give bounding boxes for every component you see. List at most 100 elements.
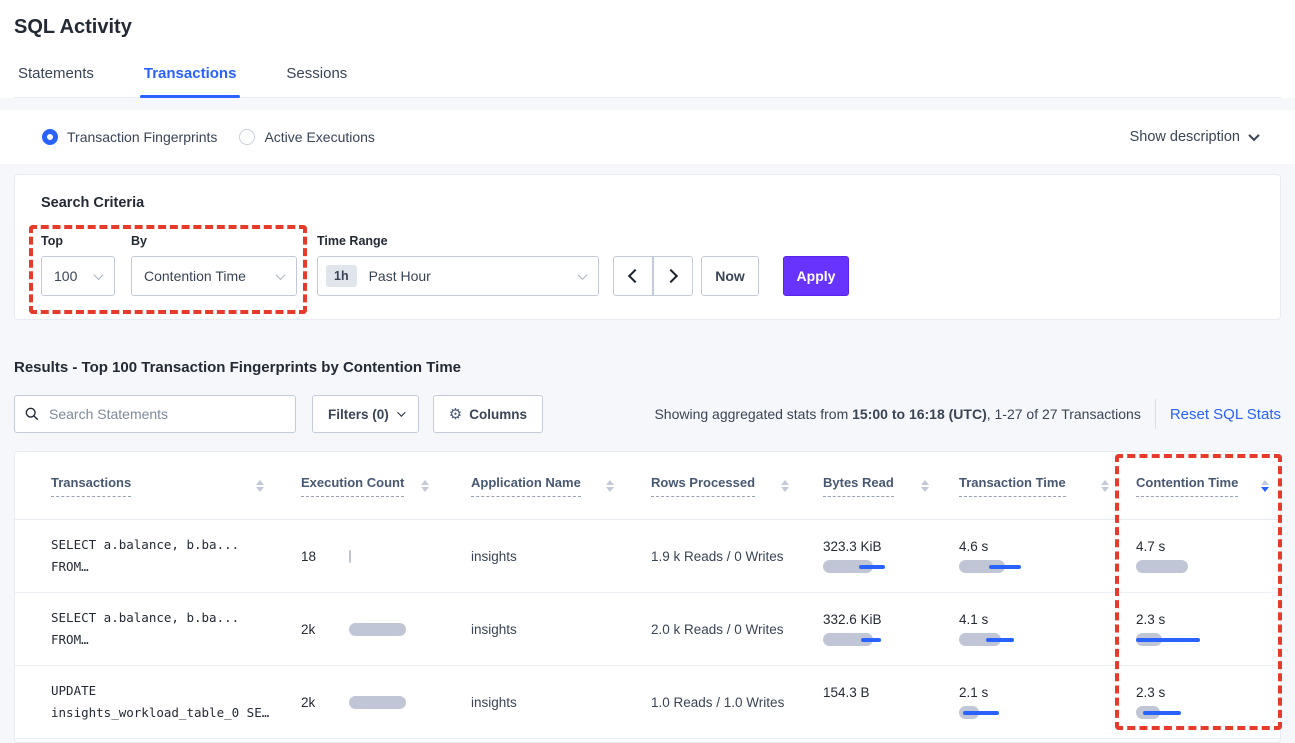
cell-transaction-fingerprint[interactable]: SELECT a.balance, b.ba... FROM… bbox=[37, 534, 272, 578]
metric-value: 154.3 B bbox=[823, 685, 870, 700]
top-label: Top bbox=[41, 234, 63, 248]
sort-icon[interactable] bbox=[921, 479, 929, 492]
metric-value: 2.1 s bbox=[959, 685, 989, 700]
radio-transaction-fingerprints[interactable]: Transaction Fingerprints bbox=[42, 129, 217, 145]
cell-contention-time: 4.7 s bbox=[1117, 539, 1277, 573]
previous-time-range-button[interactable] bbox=[613, 256, 653, 296]
time-range-badge: 1h bbox=[326, 265, 357, 287]
metric-value: 332.6 KiB bbox=[823, 612, 882, 627]
sort-asc-arrow-icon bbox=[606, 479, 614, 485]
stats-prefix: Showing aggregated stats from bbox=[654, 406, 853, 422]
by-select[interactable]: Contention Time bbox=[131, 256, 297, 296]
cell-execution-count: 2k bbox=[272, 622, 437, 637]
cell-rows-processed: 1.0 Reads / 1.0 Writes bbox=[651, 694, 785, 710]
by-field: By Contention Time bbox=[131, 234, 297, 296]
metric-mean-bar bbox=[959, 560, 1005, 573]
reset-sql-stats-link[interactable]: Reset SQL Stats bbox=[1169, 405, 1281, 423]
toolbar-divider bbox=[1154, 399, 1156, 429]
sort-icon[interactable] bbox=[1261, 479, 1269, 492]
cell-transaction-fingerprint[interactable]: SELECT a.balance, b.ba... FROM… bbox=[37, 607, 272, 651]
column-header-contention-time[interactable]: Contention Time bbox=[1117, 475, 1277, 497]
now-button[interactable]: Now bbox=[701, 256, 759, 296]
metric-range-line bbox=[963, 710, 999, 715]
table-row[interactable]: SELECT a.balance, b.ba... FROM… 2k insights… bbox=[15, 593, 1280, 666]
by-select-value: Contention Time bbox=[144, 268, 246, 284]
sort-asc-arrow-icon bbox=[256, 479, 264, 485]
execution-count-value: 2k bbox=[301, 621, 316, 637]
sort-desc-arrow-icon bbox=[606, 486, 614, 492]
metric-bar bbox=[1136, 560, 1236, 573]
top-select[interactable]: 100 bbox=[41, 256, 115, 296]
cell-transaction-time: 2.1 s bbox=[937, 685, 1117, 719]
time-range-field: Time Range 1h Past Hour bbox=[317, 234, 599, 296]
metric-value: 4.1 s bbox=[959, 612, 989, 627]
column-header-application-name[interactable]: Application Name bbox=[437, 475, 622, 497]
column-header-label: Application Name bbox=[471, 475, 581, 497]
sql-line-2: insights_workload_table_0 SE… bbox=[51, 705, 270, 720]
cell-bytes-read: 332.6 KiB bbox=[797, 612, 937, 646]
radio-label-transaction-fingerprints: Transaction Fingerprints bbox=[67, 129, 218, 145]
next-time-range-button[interactable] bbox=[653, 256, 693, 296]
metric-bar bbox=[823, 633, 923, 646]
column-header-execution-count[interactable]: Execution Count bbox=[272, 475, 437, 497]
sort-desc-arrow-icon bbox=[1101, 486, 1109, 492]
chevron-left-icon bbox=[627, 268, 643, 284]
metric-bar bbox=[959, 633, 1059, 646]
chevron-down-icon bbox=[93, 269, 104, 280]
time-range-value: Past Hour bbox=[368, 268, 431, 284]
metric-mean-bar bbox=[823, 560, 873, 573]
column-header-bytes-read[interactable]: Bytes Read bbox=[797, 475, 937, 497]
metric-bar bbox=[823, 706, 923, 719]
table-row[interactable]: SELECT a.balance, b.ba... FROM… 18 insights… bbox=[15, 520, 1280, 593]
apply-button[interactable]: Apply bbox=[783, 256, 849, 296]
cell-execution-count: 18 bbox=[272, 549, 437, 564]
sql-line-1: SELECT a.balance, b.ba... bbox=[51, 537, 240, 552]
column-header-label: Transaction Time bbox=[959, 475, 1066, 497]
columns-button[interactable]: ⚙ Columns bbox=[432, 395, 543, 433]
filters-button[interactable]: Filters (0) bbox=[312, 395, 419, 433]
view-mode-bar: Transaction Fingerprints Active Executio… bbox=[0, 110, 1295, 164]
cell-transaction-fingerprint[interactable]: UPDATE insights_workload_table_0 SE… bbox=[37, 680, 272, 724]
time-range-label: Time Range bbox=[317, 234, 388, 248]
time-range-select[interactable]: 1h Past Hour bbox=[317, 256, 599, 296]
metric-value: 2.3 s bbox=[1136, 685, 1166, 700]
results-heading: Results - Top 100 Transaction Fingerprin… bbox=[14, 359, 462, 376]
sort-desc-arrow-icon bbox=[781, 486, 789, 492]
metric-range-line bbox=[989, 564, 1021, 569]
column-header-transactions[interactable]: Transactions bbox=[37, 475, 272, 497]
tab-statements[interactable]: Statements bbox=[18, 65, 94, 82]
show-description-toggle[interactable]: Show description bbox=[1130, 129, 1260, 145]
tab-transactions[interactable]: Transactions bbox=[139, 65, 241, 98]
metric-bar bbox=[959, 560, 1059, 573]
search-criteria-card: Search Criteria Top 100 By Contention Ti… bbox=[14, 174, 1281, 320]
sort-asc-arrow-icon bbox=[921, 479, 929, 485]
sort-icon[interactable] bbox=[256, 479, 264, 492]
metric-range-line bbox=[861, 637, 881, 642]
tab-sessions[interactable]: Sessions bbox=[286, 65, 348, 82]
sort-asc-arrow-icon bbox=[781, 479, 789, 485]
sql-line-1: SELECT a.balance, b.ba... bbox=[51, 610, 240, 625]
radio-unselected-icon bbox=[239, 129, 256, 145]
metric-value: 323.3 KiB bbox=[823, 539, 882, 554]
top-field: Top 100 bbox=[41, 234, 131, 296]
sort-icon[interactable] bbox=[1101, 479, 1109, 492]
table-row[interactable]: UPDATE insights_workload_table_0 SE… 2k ins… bbox=[15, 666, 1280, 739]
sort-icon[interactable] bbox=[781, 479, 789, 492]
table-header-row: Transactions Execution Count Application N… bbox=[15, 452, 1280, 520]
chevron-down-icon bbox=[577, 269, 588, 280]
top-select-value: 100 bbox=[54, 268, 78, 284]
sort-icon[interactable] bbox=[421, 479, 429, 492]
column-header-rows-processed[interactable]: Rows Processed bbox=[622, 475, 797, 497]
sort-desc-arrow-icon bbox=[421, 486, 429, 492]
column-header-label: Execution Count bbox=[301, 475, 405, 497]
column-header-transaction-time[interactable]: Transaction Time bbox=[937, 475, 1117, 497]
sort-icon[interactable] bbox=[606, 479, 614, 492]
search-statements-input[interactable] bbox=[47, 405, 285, 423]
radio-active-executions[interactable]: Active Executions bbox=[239, 129, 375, 145]
metric-stack: 4.1 s bbox=[959, 612, 1109, 646]
metric-stack: 4.7 s bbox=[1136, 539, 1269, 573]
cell-application-name: insights bbox=[471, 694, 517, 710]
metric-stack: 154.3 B bbox=[823, 685, 929, 719]
page-header: SQL Activity Statements Transactions Ses… bbox=[0, 0, 1295, 98]
metric-mean-bar bbox=[349, 549, 351, 563]
